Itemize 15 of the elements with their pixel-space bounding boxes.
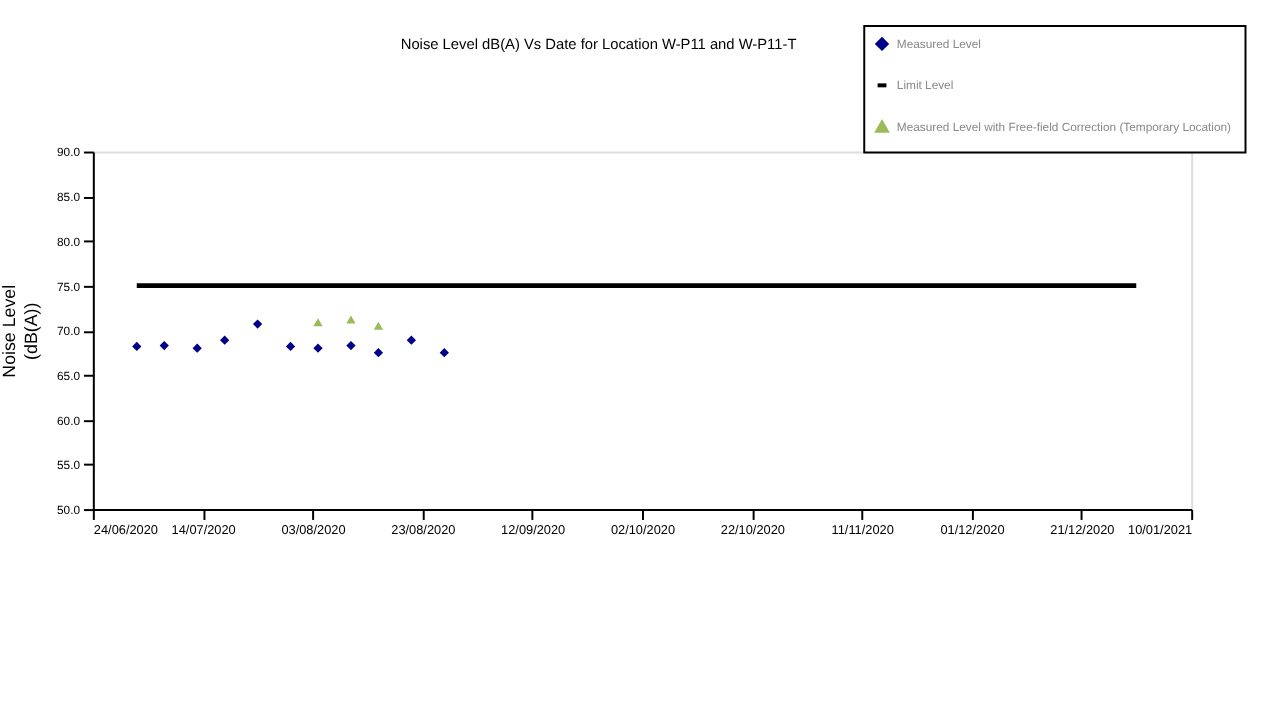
point xyxy=(192,343,202,353)
point xyxy=(313,343,323,353)
point xyxy=(406,335,416,345)
point xyxy=(132,341,142,352)
point xyxy=(373,348,384,358)
point xyxy=(439,348,449,358)
point xyxy=(159,340,169,351)
point xyxy=(346,315,356,324)
point xyxy=(252,319,263,329)
point xyxy=(220,335,230,345)
point xyxy=(373,321,384,330)
point xyxy=(313,318,323,327)
y-axis-title: Noise Level (dB(A)) xyxy=(0,284,42,378)
point xyxy=(346,340,356,351)
point xyxy=(285,341,296,352)
